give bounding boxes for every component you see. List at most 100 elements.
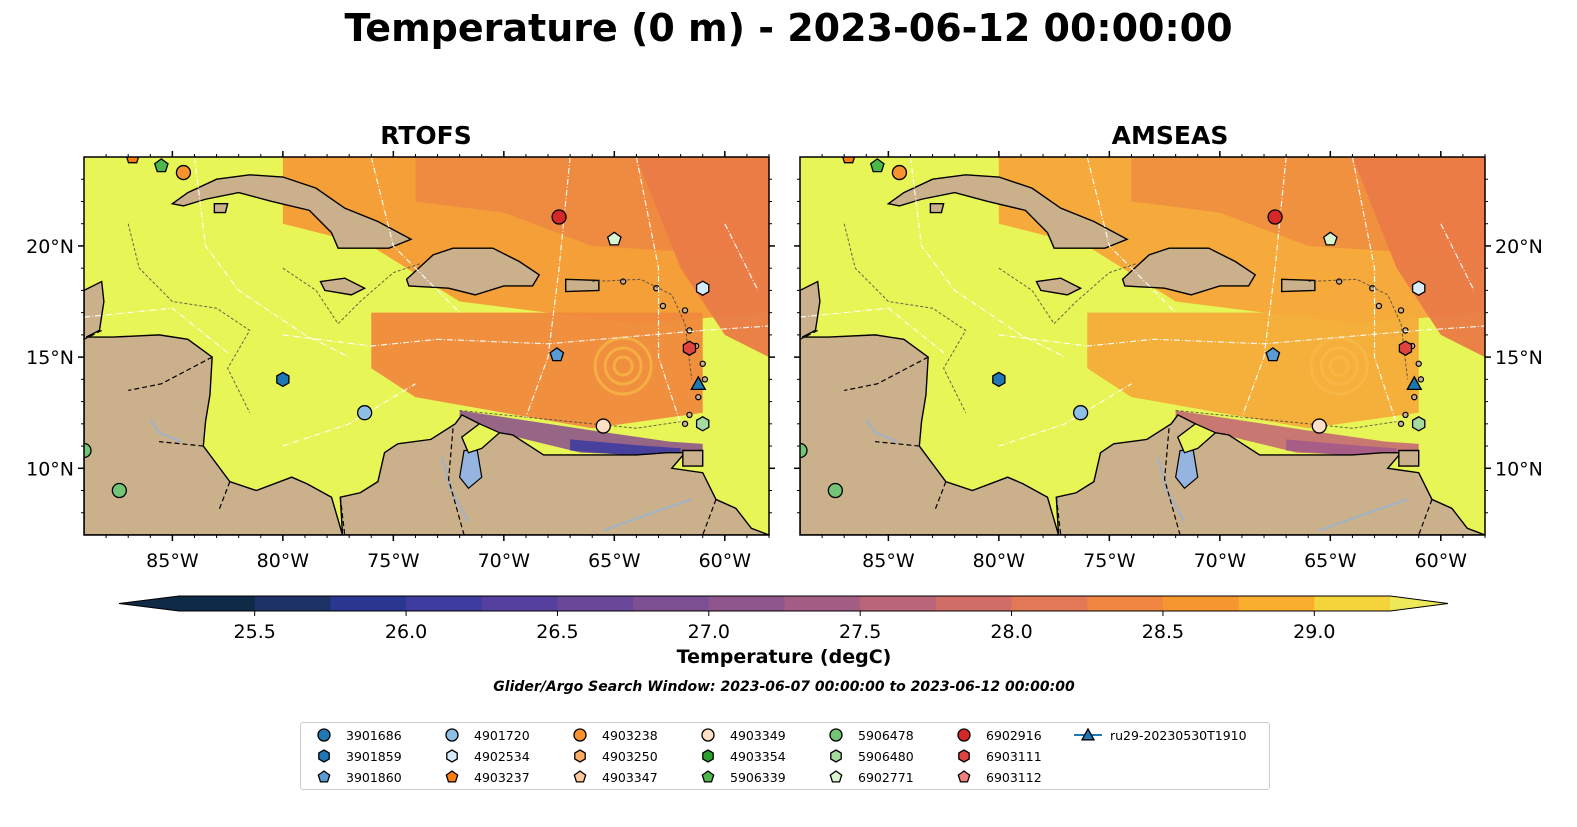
lon-label: 85°W [862,550,915,572]
legend-label: 4903250 [602,748,658,764]
land-trinidad [682,449,704,467]
sst-warm-region [636,157,769,358]
legend-marker-icon [957,770,971,783]
legend-marker-icon [573,728,587,742]
sst-eddy [1319,346,1359,386]
country-border [1055,497,1062,535]
country-border [447,428,465,535]
eez-boundary [84,307,229,354]
country-border [128,356,213,392]
land-southamerica [1055,414,1485,535]
legend-item: 4903250 [565,746,658,766]
eez-boundary [1351,157,1398,425]
river [149,418,182,443]
eez-boundary [1086,157,1177,314]
observation-marker [1311,418,1327,434]
legend-item: 3901859 [309,746,402,766]
lon-label: 70°W [1194,550,1247,572]
legend-item: 4901720 [437,725,530,745]
legend-marker-icon [445,728,459,742]
legend-marker-icon [830,749,842,763]
country-border [339,497,346,535]
colorbar-tick-label: 28.0 [990,621,1032,643]
colorbar-segment [708,596,785,611]
legend-item: 6902916 [949,725,1042,745]
lon-label: 80°W [973,550,1026,572]
legend-marker [829,728,843,742]
observation-marker [891,164,908,181]
bathymetry-contour [1175,409,1397,429]
legend-item: 4903349 [693,725,786,745]
country-border [1418,499,1433,535]
colorbar-segment [935,596,1013,611]
observation-marker [1322,231,1338,246]
land-hispaniola [1121,247,1257,296]
legend-marker-icon [957,728,971,742]
legend-label: 6903111 [986,748,1042,764]
colorbar-segment [1087,596,1164,611]
gulf-of-venezuela [461,423,501,454]
observation-marker [1411,416,1426,432]
country-border [84,329,102,340]
lat-label: 15°N [26,347,74,369]
legend-marker [957,728,971,742]
observation-marker [842,157,856,164]
island [1402,327,1409,334]
observation-marker [690,375,707,391]
legend-marker-icon [1074,727,1102,741]
colorbar-segment [557,596,634,611]
island [1415,360,1422,367]
figure-title: Temperature (0 m) - 2023-06-12 00:00:00 [344,6,1233,50]
observation-marker [1072,405,1089,421]
lat-label: 10°N [1495,458,1543,480]
colorbar-extend-high [1390,596,1448,611]
legend-item: 5906478 [821,725,914,745]
legend-marker-icon [574,749,586,763]
sst-warm-region [1352,157,1485,358]
land-central [800,280,1060,535]
land-central [84,280,344,535]
legend-marker [317,728,331,742]
observation-marker [356,405,373,421]
lon-label: 80°W [257,550,310,572]
colorbar-segment [1238,596,1315,611]
legend-marker-icon [829,770,843,783]
colorbar-segment [1011,596,1088,611]
country-border [1163,428,1181,535]
observation-marker [1411,280,1426,296]
island [695,393,702,401]
bathymetry-contour [459,409,681,429]
legend-label: 6902771 [858,769,914,785]
bathymetry-contour [843,223,967,413]
country-border [844,356,929,392]
colorbar-tick-label: 27.0 [688,621,730,643]
legend-marker [830,749,842,763]
island [659,302,667,310]
legend-marker [445,770,459,783]
sst-eddy [593,336,653,396]
island [1411,393,1418,401]
river [1318,498,1408,532]
legend-item: 5906339 [693,767,786,787]
colorbar-label: Temperature (degC) [676,646,892,668]
eez-boundary [909,157,1066,358]
legend-marker-icon [317,728,331,742]
bathymetry-contour [282,263,421,325]
legend-label: 4903347 [602,769,658,785]
land-jamaica [319,277,367,296]
colorbar: 25.5 26.0 26.5 27.0 27.5 28.0 28.5 29.0 [118,595,1449,643]
legend-label: 4901720 [474,727,530,743]
legend-marker-icon [573,770,587,783]
eez-boundary [998,383,1132,447]
lon-label: 70°W [478,550,531,572]
colorbar-tick-label: 29.0 [1293,621,1335,643]
legend-marker-icon [317,770,331,783]
legend-item: 4902534 [437,746,530,766]
observation-marker [153,158,169,173]
river [1157,456,1186,523]
map-panel-rtofs: 85°W 80°W 75°W 70°W 65°W 60°W 20°N 15°N 10°N [26,151,775,572]
country-border [702,499,717,535]
land-cuba [886,174,1129,249]
colorbar-segment [254,596,331,611]
observation-marker [595,418,611,434]
